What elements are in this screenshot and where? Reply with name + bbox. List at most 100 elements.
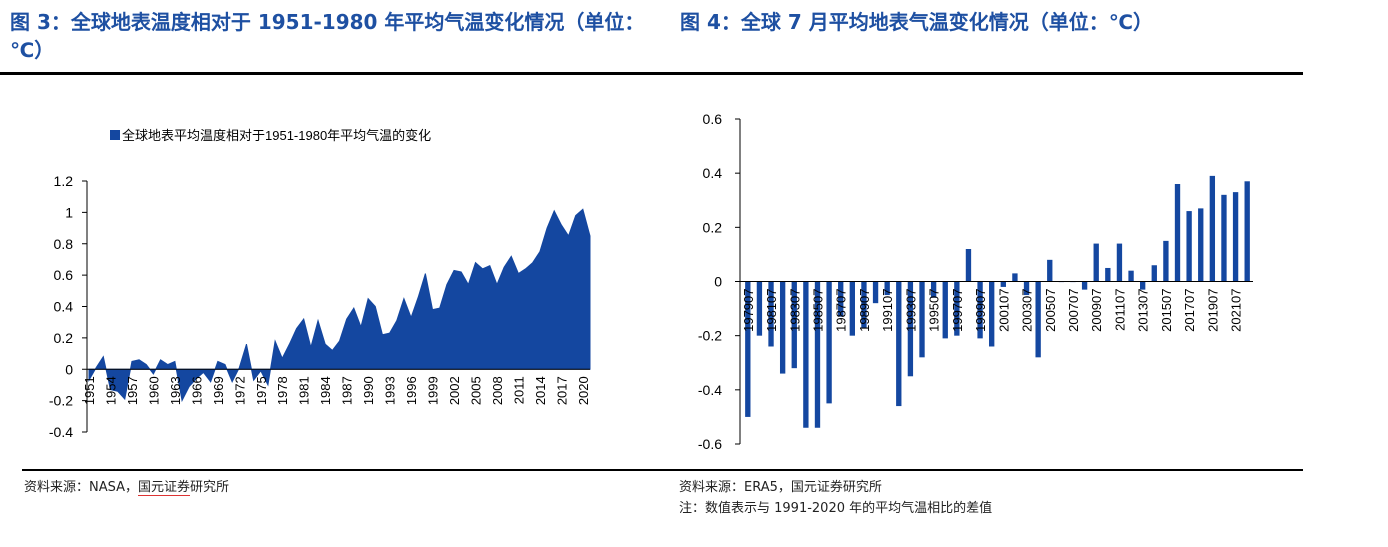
bar xyxy=(1244,181,1250,282)
bottom-divider xyxy=(22,469,1303,471)
bar xyxy=(954,281,960,336)
y-tick-label: 0.2 xyxy=(703,219,723,235)
bar xyxy=(919,281,925,358)
bar xyxy=(1093,243,1099,282)
x-tick-label: 2014 xyxy=(533,376,548,405)
bar xyxy=(1116,243,1123,282)
figure-3-source: 资料来源：NASA，国元证券研究所 xyxy=(24,479,229,497)
y-tick-label: 1 xyxy=(65,204,73,220)
y-tick-label: 0.6 xyxy=(54,267,74,283)
x-tick-label: 1975 xyxy=(254,376,269,405)
x-tick-label: 1954 xyxy=(104,376,119,405)
x-tick-label: 1972 xyxy=(232,376,247,405)
x-tick-label: 199507 xyxy=(927,289,942,332)
bar xyxy=(826,281,832,404)
bar xyxy=(779,281,786,374)
x-tick-label: 199307 xyxy=(903,289,918,332)
bar xyxy=(965,249,972,282)
bar xyxy=(1209,175,1216,282)
x-tick-label: 200107 xyxy=(996,289,1011,332)
bar xyxy=(838,281,844,317)
y-tick-label: -0.2 xyxy=(698,328,722,344)
x-tick-label: 201707 xyxy=(1182,289,1197,332)
y-tick-label: -0.4 xyxy=(698,382,722,398)
figure-3-source-underlined: 国元证券 xyxy=(138,480,191,496)
bar xyxy=(1128,270,1134,282)
bar xyxy=(1105,267,1111,282)
x-tick-label: 199107 xyxy=(880,289,895,332)
x-tick-label: 200307 xyxy=(1020,289,1035,332)
top-divider xyxy=(0,72,1303,75)
x-tick-label: 2020 xyxy=(576,376,591,405)
bar xyxy=(745,281,751,417)
x-tick-label: 1957 xyxy=(125,376,140,405)
y-tick-label: 0.4 xyxy=(54,299,74,315)
y-tick-label: -0.4 xyxy=(49,424,73,440)
x-tick-label: 2017 xyxy=(554,376,569,405)
figure-3-source-suffix: 研究所 xyxy=(190,480,230,495)
figure-4-source: 资料来源：ERA5，国元证券研究所 xyxy=(679,480,882,495)
bar xyxy=(930,281,937,298)
x-tick-label: 1978 xyxy=(275,376,290,405)
x-tick-label: 199707 xyxy=(950,289,965,332)
y-tick-label: 0 xyxy=(65,361,73,377)
x-tick-label: 197907 xyxy=(741,289,756,332)
x-tick-label: 202107 xyxy=(1229,289,1244,332)
x-tick-label: 201907 xyxy=(1205,289,1220,332)
y-tick-label: 1.2 xyxy=(54,173,74,189)
figure-3-chart: 1.2 1 0.8 0.6 0.4 0.2 0 -0.2 -0.4 1951 1954 1957 196… xyxy=(49,128,591,440)
x-tick-label: 1993 xyxy=(383,376,398,405)
figure-4-chart: 0.6 0.4 0.2 0 -0.2 -0.4 -0.6 197907 198107 198307… xyxy=(698,111,1253,452)
bar xyxy=(849,281,855,336)
bar xyxy=(942,281,948,339)
bar xyxy=(1023,281,1030,296)
figure-4-title: 图 4：全球 7 月平均地表气温变化情况（单位：℃） xyxy=(680,10,1153,34)
bar xyxy=(896,281,902,407)
bar xyxy=(989,281,995,347)
x-tick-label: 198307 xyxy=(787,289,802,332)
x-tick-label: 1999 xyxy=(426,376,441,405)
bar xyxy=(1186,211,1192,282)
figure-3-source-prefix: 资料来源：NASA， xyxy=(24,480,139,495)
x-tick-label: 1966 xyxy=(189,376,204,405)
bar xyxy=(1221,194,1227,282)
x-tick-label: 201107 xyxy=(1112,289,1127,331)
bar xyxy=(1198,208,1204,282)
x-tick-label: 198507 xyxy=(811,289,826,332)
bar xyxy=(1035,281,1041,358)
x-tick-label: 1981 xyxy=(297,376,312,405)
bar xyxy=(791,281,797,369)
figure-4-note: 注：数值表示与 1991-2020 年的平均气温相比的差值 xyxy=(679,501,993,516)
bar xyxy=(814,281,821,428)
bar xyxy=(803,281,809,428)
legend-swatch xyxy=(110,130,120,140)
x-tick-label: 1996 xyxy=(404,376,419,405)
bar xyxy=(1012,273,1018,282)
bar xyxy=(1232,192,1239,282)
bar xyxy=(768,281,774,347)
y-tick-label: 0.4 xyxy=(703,165,723,181)
bar xyxy=(756,281,763,336)
bar xyxy=(861,281,867,328)
y-tick-label: 0.8 xyxy=(54,236,74,252)
x-tick-label: 199907 xyxy=(973,289,988,332)
x-tick-label: 2005 xyxy=(469,376,484,405)
x-tick-label: 1969 xyxy=(211,376,226,405)
x-tick-label: 201307 xyxy=(1136,289,1151,332)
x-tick-label: 198107 xyxy=(764,289,779,332)
legend-label: 全球地表平均温度相对于1951-1980年平均气温的变化 xyxy=(122,128,431,143)
x-tick-label: 2008 xyxy=(490,376,505,405)
bar xyxy=(1047,259,1053,282)
y-tick-label: -0.2 xyxy=(49,393,73,409)
bar xyxy=(872,281,879,304)
y-tick-label: -0.6 xyxy=(698,436,722,452)
y-tick-label: 0 xyxy=(714,274,722,290)
x-tick-label: 1960 xyxy=(146,376,161,405)
bar xyxy=(1151,265,1157,282)
x-tick-label: 200907 xyxy=(1089,289,1104,332)
bar xyxy=(884,281,890,296)
y-tick-label: 0.2 xyxy=(54,330,74,346)
x-tick-label: 200507 xyxy=(1043,289,1058,332)
x-tick-label: 200707 xyxy=(1066,289,1081,332)
